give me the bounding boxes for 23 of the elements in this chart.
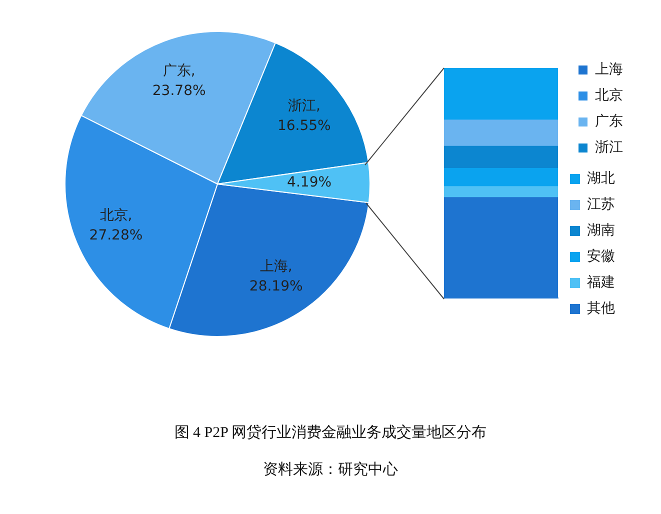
- legend-label: 上海: [595, 62, 623, 78]
- legend-label: 湖南: [587, 222, 615, 239]
- text: 图 4 P2P 网贷行业消费金融业务成交量地区分布: [173, 423, 488, 442]
- text: 资料来源：研究中心: [262, 460, 399, 479]
- legend-label: 安徽: [587, 248, 615, 265]
- data-label: 4.19%: [287, 174, 332, 191]
- legend-label: 北京: [595, 88, 623, 104]
- bar: [444, 120, 558, 147]
- legend-label: 其他: [587, 300, 615, 317]
- bar: [444, 168, 558, 187]
- legend-label: 浙江: [595, 140, 623, 156]
- data-label: 北京, 27.28%: [89, 207, 143, 244]
- bar: [444, 146, 558, 169]
- bar: [444, 68, 558, 120]
- data-label: 上海, 28.19%: [249, 258, 303, 294]
- bar: [444, 186, 558, 198]
- bar: [444, 197, 558, 298]
- legend-label: 湖北: [587, 170, 615, 187]
- legend-label: 广东: [595, 114, 623, 130]
- legend-label: 福建: [587, 274, 615, 291]
- legend-label: 江苏: [587, 196, 615, 213]
- data-label: 浙江, 16.55%: [277, 98, 331, 134]
- data-label: 广东, 23.78%: [152, 62, 206, 99]
